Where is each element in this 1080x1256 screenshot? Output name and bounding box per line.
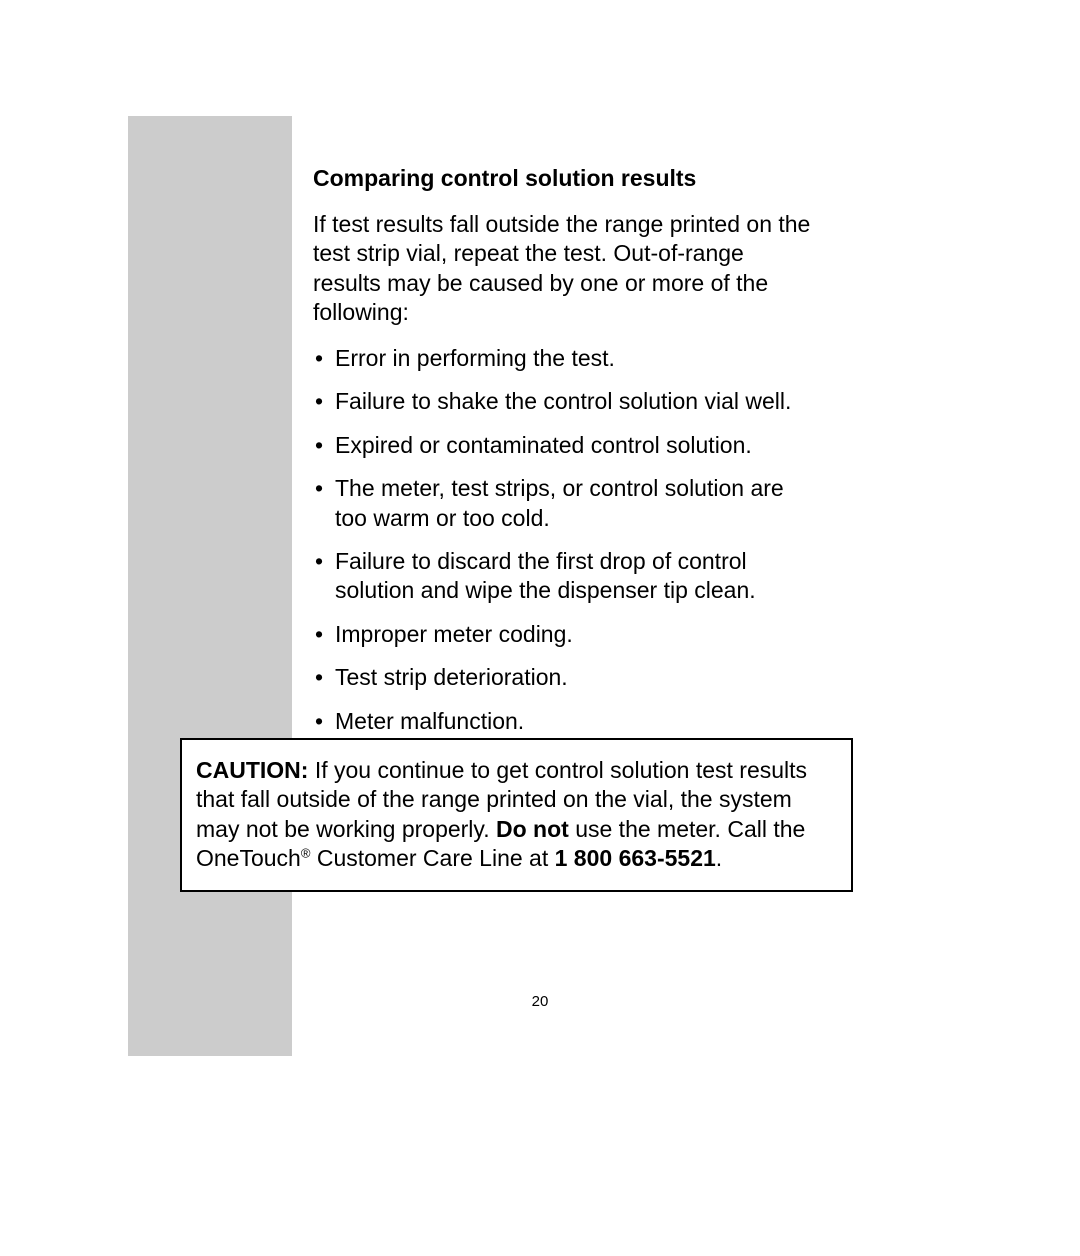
caution-period: . bbox=[716, 845, 722, 871]
registered-mark: ® bbox=[301, 846, 311, 861]
caution-box: CAUTION: If you continue to get control … bbox=[180, 738, 853, 892]
list-item: Error in performing the test. bbox=[313, 344, 813, 373]
caution-label: CAUTION: bbox=[196, 757, 308, 783]
list-item: Test strip deterioration. bbox=[313, 663, 813, 692]
main-content: Comparing control solution results If te… bbox=[313, 165, 813, 750]
intro-paragraph: If test results fall outside the range p… bbox=[313, 210, 813, 328]
list-item: The meter, test strips, or control solut… bbox=[313, 474, 813, 533]
page-number: 20 bbox=[0, 993, 1080, 1010]
caution-bold: Do not bbox=[496, 816, 569, 842]
list-item: Improper meter coding. bbox=[313, 620, 813, 649]
list-item: Meter malfunction. bbox=[313, 707, 813, 736]
list-item: Failure to discard the first drop of con… bbox=[313, 547, 813, 606]
list-item: Expired or contaminated control solution… bbox=[313, 431, 813, 460]
list-item: Failure to shake the control solution vi… bbox=[313, 387, 813, 416]
section-heading: Comparing control solution results bbox=[313, 165, 813, 192]
caution-phone: 1 800 663-5521 bbox=[555, 845, 716, 871]
caution-text-3: Customer Care Line at bbox=[310, 845, 554, 871]
bullet-list: Error in performing the test. Failure to… bbox=[313, 344, 813, 736]
sidebar-stripe bbox=[128, 116, 292, 1056]
